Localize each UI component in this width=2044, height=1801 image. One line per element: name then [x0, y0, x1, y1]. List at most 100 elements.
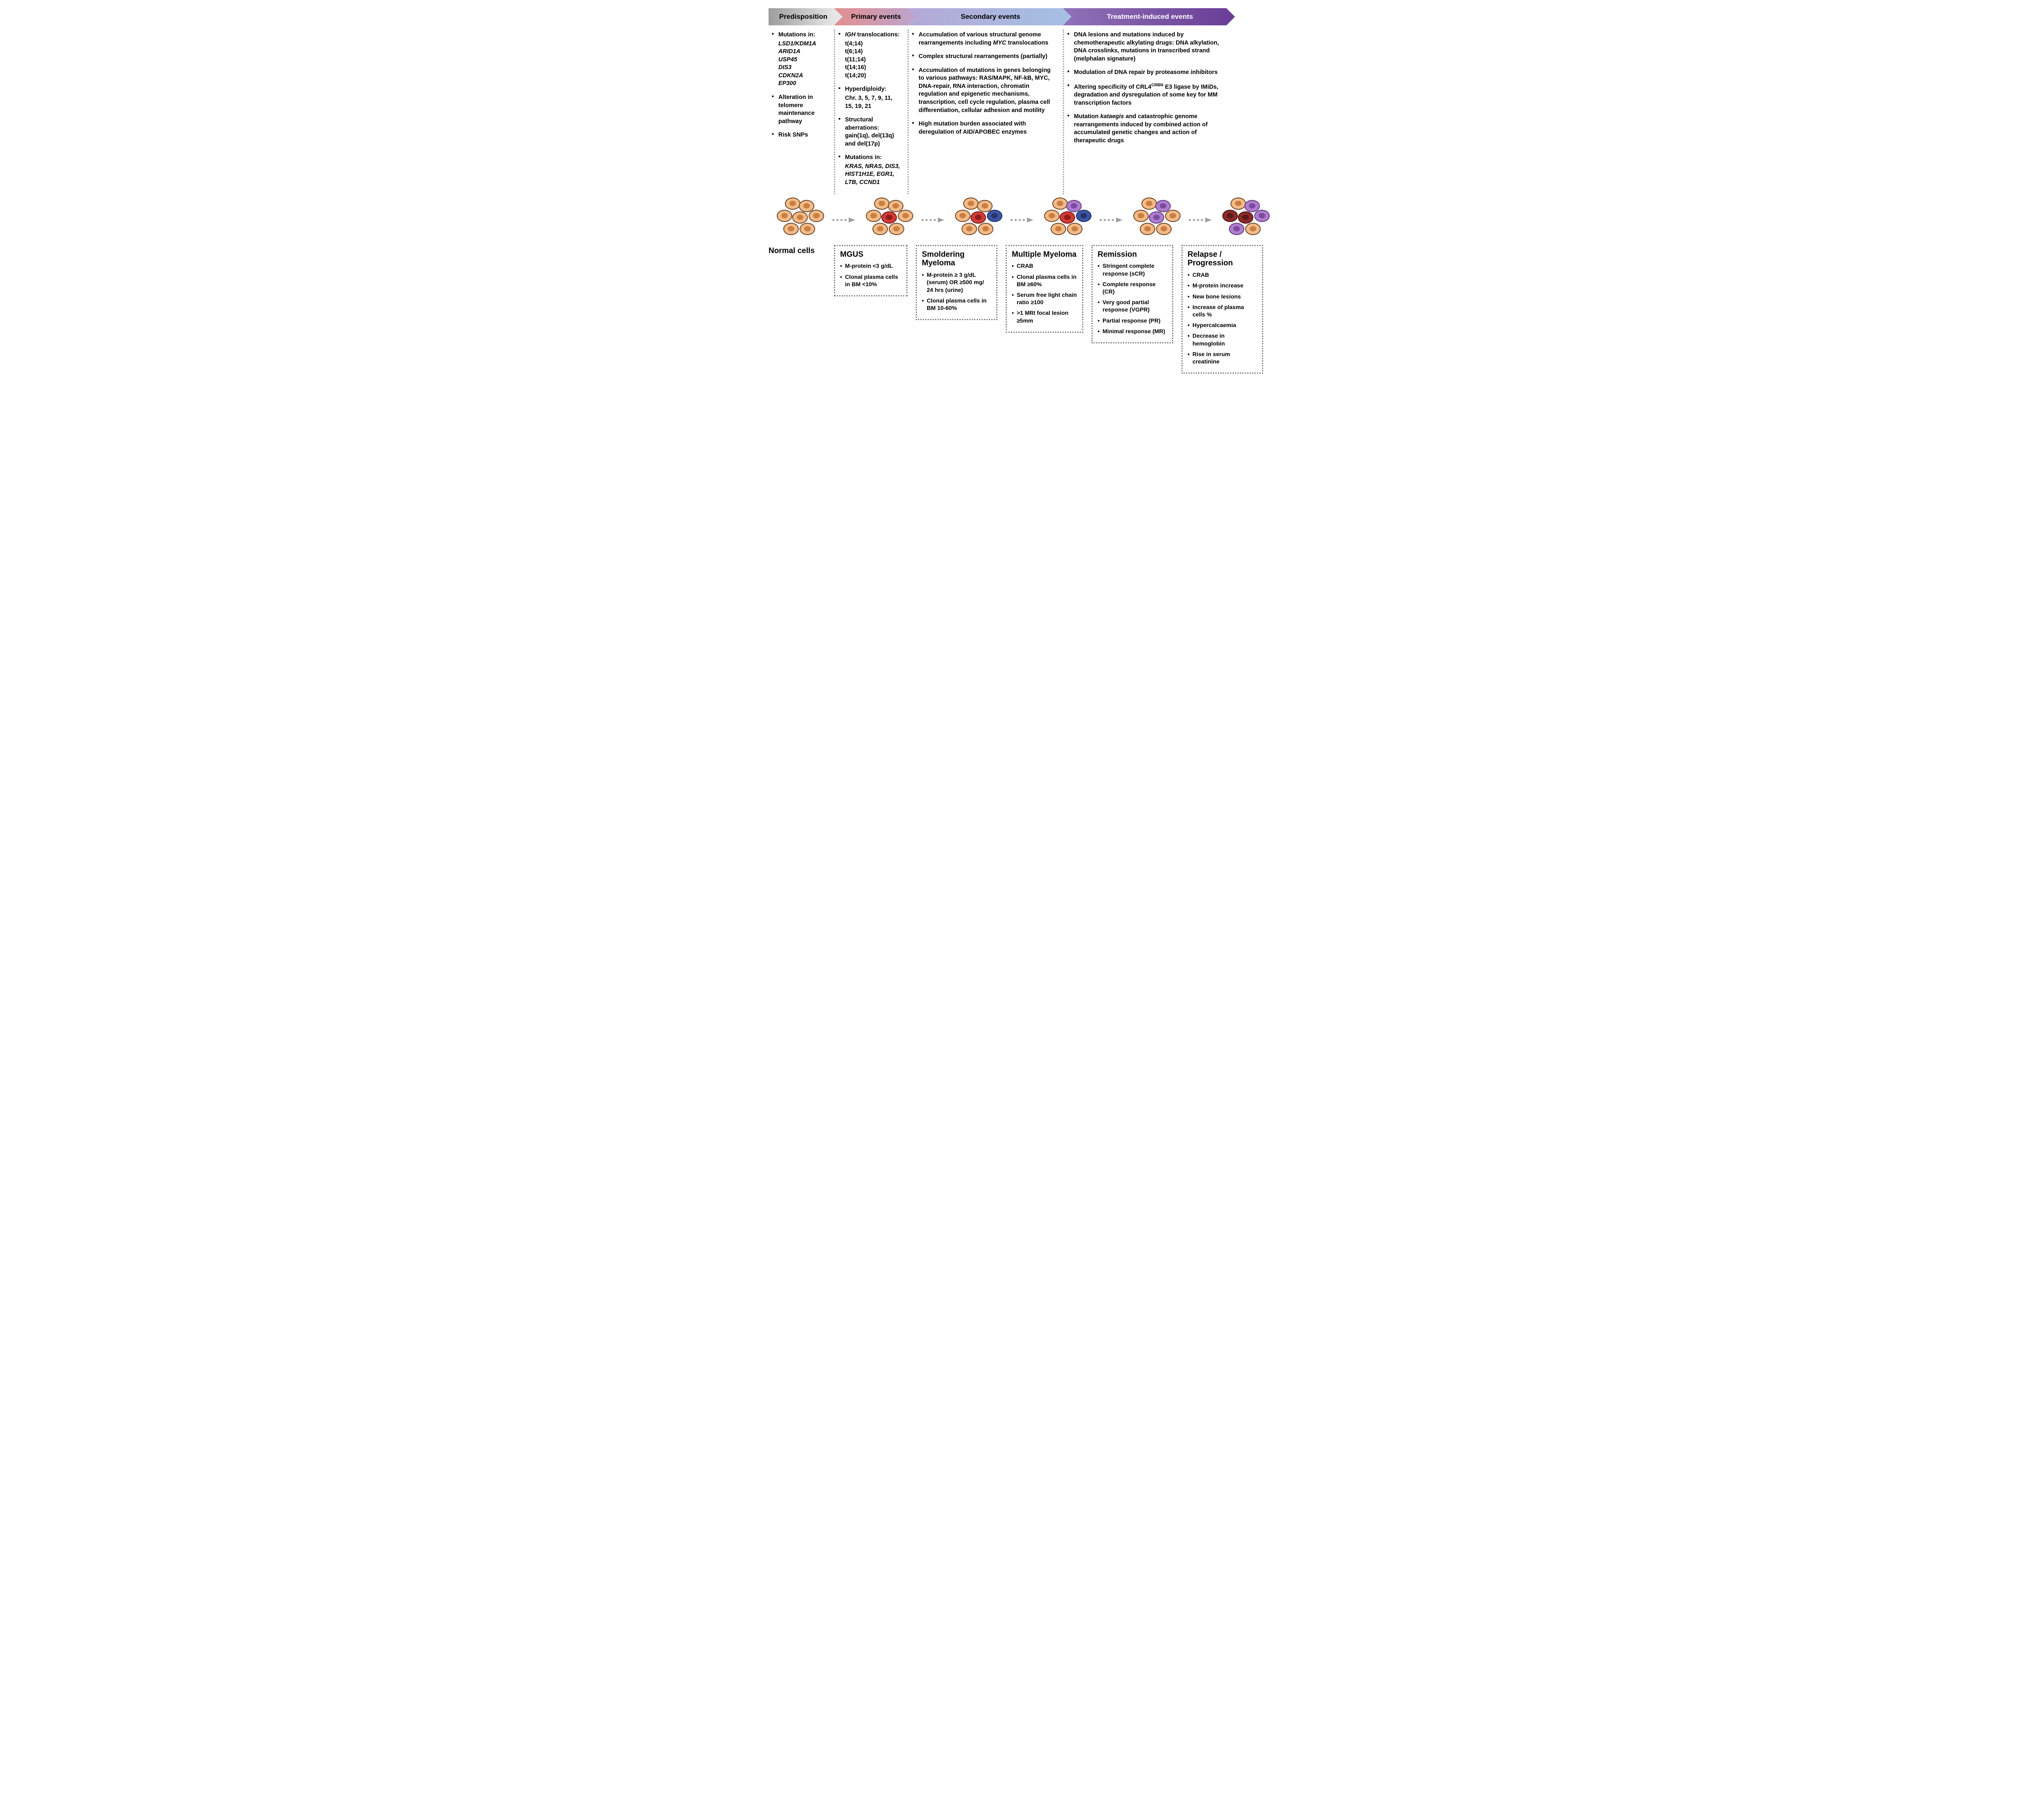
cell-cluster-smolder [947, 197, 1008, 242]
sub-line: EP300 [778, 80, 828, 88]
cell-purple [1066, 200, 1082, 212]
chevron-predisposition: Predisposition [769, 8, 834, 25]
list-item-lead: Altering specificity of CRL4CRBN E3 liga… [1074, 84, 1218, 106]
progression-arrow [1011, 217, 1033, 223]
stage-title: Relapse / Progression [1188, 250, 1257, 268]
cell-nucleus [813, 213, 820, 218]
cell-red [881, 211, 897, 224]
list-item: High mutation burden associated with der… [912, 120, 1057, 136]
arrow-icon [832, 217, 855, 223]
cell-normal [866, 210, 881, 222]
cell-nucleus [1259, 213, 1265, 218]
cell-normal [792, 211, 808, 224]
cell-nucleus [803, 203, 810, 209]
list-treatment: DNA lesions and mutations induced by che… [1067, 31, 1221, 145]
cell-normal [977, 200, 993, 212]
chevron-secondary: Secondary events [908, 8, 1063, 25]
sub-line: Chr. 3, 5, 7, 9, 11, 15, 19, 21 [845, 94, 902, 110]
cell-normal [1133, 210, 1149, 222]
cell-nucleus [982, 203, 988, 209]
cell-purple [1155, 200, 1171, 212]
progression-arrow [1189, 217, 1212, 223]
stage-item: Complete response (CR) [1098, 280, 1167, 295]
stage-remission: Remission Stringent complete response (s… [1091, 245, 1173, 343]
stage-list: Stringent complete response (sCR) Complet… [1098, 262, 1167, 335]
cell-blue [987, 210, 1002, 222]
cell-nucleus [892, 203, 899, 209]
top-columns: Mutations in:LSD1/KDM1AARID1AUSP45DIS3CD… [769, 29, 1275, 194]
cell-nucleus [1250, 226, 1256, 231]
stage-row: Normal cells MGUS M-protein <3 g/dLClona… [769, 245, 1275, 374]
stage-item: Increase of plasma cells % [1188, 303, 1257, 318]
cell-nucleus [1153, 215, 1160, 220]
sub-line: DIS3 [778, 64, 828, 72]
cell-normal [898, 210, 913, 222]
cell-nucleus [797, 215, 803, 220]
stage-title: Smoldering Myeloma [922, 250, 991, 268]
sub-line: t(6;14) [845, 48, 902, 56]
list-item-lead: Alteration in telomere maintenance pathw… [778, 94, 815, 125]
list-item: DNA lesions and mutations induced by che… [1067, 31, 1221, 63]
stage-item: Rise in serum creatinine [1188, 350, 1257, 365]
stage-list: M-protein <3 g/dLClonal plasma cells in … [840, 262, 901, 288]
cell-nucleus [982, 226, 989, 231]
stage-item: New bone lesions [1188, 293, 1257, 300]
list-item: IGH translocations:t(4;14)t(6;14)t(11;14… [838, 31, 902, 80]
stage-multiple: Multiple Myeloma CRABClonal plasma cells… [1006, 245, 1083, 333]
list-item-lead: Mutation kataegis and catastrophic genom… [1074, 113, 1208, 144]
cell-nucleus [879, 201, 885, 206]
cell-normal [1140, 223, 1155, 235]
arrow-icon [1100, 217, 1123, 223]
stage-item: Decrease in hemoglobin [1188, 332, 1257, 347]
cell-nucleus [1227, 213, 1233, 218]
cell-nucleus [959, 213, 966, 218]
stage-item: Clonal plasma cells in BM <10% [840, 273, 901, 288]
stage-item: Hypercalcaemia [1188, 321, 1257, 329]
stage-item: Stringent complete response (sCR) [1098, 262, 1167, 277]
list-item-lead: High mutation burden associated with der… [919, 121, 1027, 135]
cell-normal [1067, 223, 1083, 235]
sub-lines: Chr. 3, 5, 7, 9, 11, 15, 19, 21 [845, 94, 902, 110]
cell-normal [978, 223, 993, 235]
stage-list: CRABClonal plasma cells in BM ≥60%Serum … [1012, 262, 1077, 324]
list-item: Hyperdiploidy:Chr. 3, 5, 7, 9, 11, 15, 1… [838, 85, 902, 110]
cell-nucleus [966, 226, 973, 231]
chevron-primary: Primary events [834, 8, 908, 25]
list-item-lead: IGH translocations: [845, 31, 900, 38]
sub-line: t(4;14) [845, 40, 902, 48]
cell-nucleus [1170, 213, 1176, 218]
cell-nucleus [902, 213, 909, 218]
cell-nucleus [1057, 201, 1063, 206]
stage-item: Serum free light chain ratio ≥100 [1012, 291, 1077, 306]
chevron-row: Predisposition Primary events Secondary … [769, 8, 1275, 25]
cell-normal [783, 223, 799, 235]
cell-normal [1051, 223, 1066, 235]
progression-arrow [921, 217, 944, 223]
cell-purple [1229, 223, 1244, 235]
stage-item: Clonal plasma cells in BM 10-60% [922, 297, 991, 312]
cell-purple [1244, 200, 1260, 212]
cell-normal [963, 197, 979, 210]
cell-nucleus [886, 215, 892, 220]
list-item-lead: Accumulation of various structural genom… [919, 31, 1048, 46]
cell-purple [1149, 211, 1164, 224]
cell-normal [955, 210, 970, 222]
cell-normal [777, 210, 792, 222]
stage-title: MGUS [840, 250, 901, 259]
cell-red [1060, 211, 1075, 224]
stage-list: M-protein ≥ 3 g/dL (serum) OR ≥500 mg/ 2… [922, 271, 991, 312]
list-secondary: Accumulation of various structural genom… [912, 31, 1057, 136]
list-item: Mutations in:KRAS, NRAS, DIS3, HIST1H1E,… [838, 154, 902, 186]
cell-normal [872, 223, 888, 235]
sub-line: KRAS, NRAS, DIS3, HIST1H1E, EGR1, LTB, C… [845, 163, 902, 187]
stage-item: CRAB [1188, 271, 1257, 278]
cell-cluster [951, 197, 1004, 242]
cell-nucleus [975, 215, 982, 220]
stage-item: Clonal plasma cells in BM ≥60% [1012, 273, 1077, 288]
list-item: Complex structural rearrangements (parti… [912, 53, 1057, 61]
cell-cluster-row [769, 197, 1275, 242]
list-primary: IGH translocations:t(4;14)t(6;14)t(11;14… [838, 31, 902, 187]
stage-item: Minimal response (MR) [1098, 327, 1167, 335]
stage-smoldering: Smoldering Myeloma M-protein ≥ 3 g/dL (s… [916, 245, 997, 321]
stage-item: M-protein ≥ 3 g/dL (serum) OR ≥500 mg/ 2… [922, 271, 991, 294]
